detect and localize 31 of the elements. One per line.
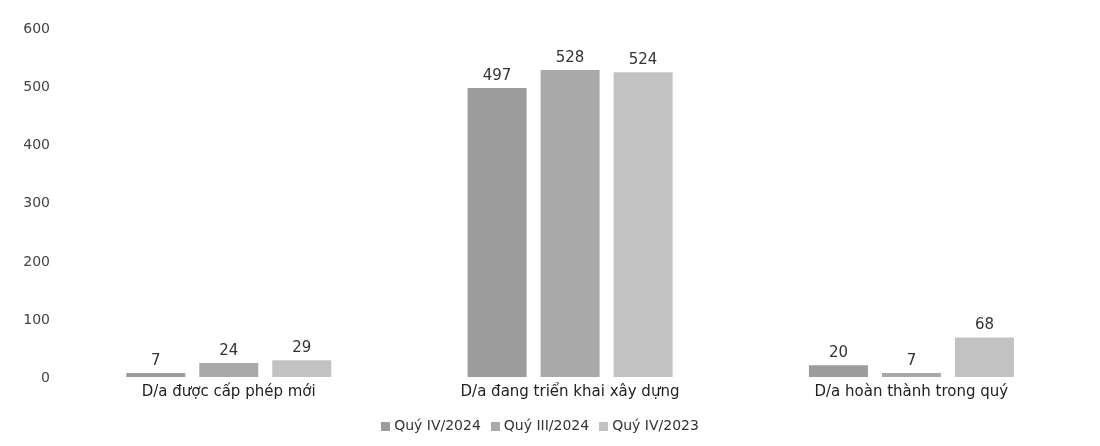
- x-tick-label: D/a hoàn thành trong quý: [814, 381, 1009, 400]
- bar: [272, 360, 332, 377]
- legend-label: Quý III/2024: [503, 417, 590, 433]
- x-tick-label: D/a đang triển khai xây dựng: [460, 381, 680, 400]
- data-label: 524: [628, 50, 658, 69]
- x-tick-label: D/a được cấp phép mới: [141, 381, 316, 400]
- y-tick-label: 0: [41, 368, 50, 385]
- data-label: 20: [828, 343, 848, 362]
- data-label: 528: [555, 47, 585, 66]
- bar: [808, 365, 868, 377]
- bar: [467, 87, 527, 377]
- bar: [954, 337, 1014, 377]
- bar: [126, 372, 186, 377]
- y-tick-label: 400: [23, 136, 50, 153]
- y-tick-label: 200: [23, 252, 50, 269]
- y-tick-label: 300: [23, 194, 50, 211]
- bar: [540, 69, 600, 377]
- y-tick-label: 600: [23, 19, 50, 36]
- legend-label: Quý IV/2024: [394, 417, 481, 433]
- data-label: 7: [150, 350, 161, 369]
- data-label: 29: [292, 338, 312, 357]
- bar: [881, 372, 941, 377]
- bar: [613, 72, 673, 377]
- data-label: 68: [974, 315, 994, 334]
- y-tick-label: 100: [23, 310, 50, 327]
- data-label: 24: [219, 341, 239, 360]
- data-label: 497: [482, 65, 512, 84]
- bar: [199, 363, 259, 377]
- legend-label: Quý IV/2023: [612, 417, 699, 433]
- data-label: 7: [906, 350, 917, 369]
- y-tick-label: 500: [23, 78, 50, 95]
